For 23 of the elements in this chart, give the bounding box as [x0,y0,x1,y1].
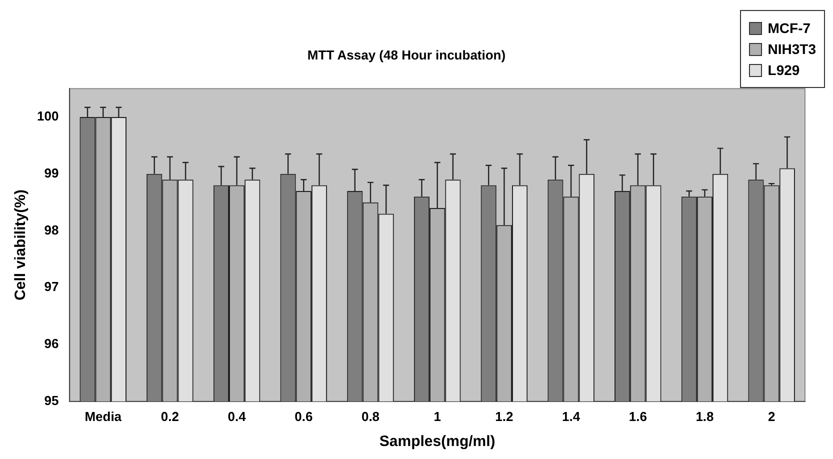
x-tick-label: 0.6 [294,408,313,424]
y-tick-label: 96 [44,336,59,352]
x-tick-label: 2 [768,408,776,424]
x-tick-label: 1.8 [696,408,714,424]
x-tick-label: 0.8 [361,408,380,424]
y-axis-title: Cell viability(%) [12,190,30,300]
x-tick-label: 0.2 [160,408,179,424]
legend-label: NIH3T3 [768,41,816,57]
y-tick-label: 97 [44,279,59,294]
y-tick-label: 100 [36,108,59,124]
legend-label: L929 [768,62,800,78]
y-tick-label: 95 [44,392,59,408]
x-tick-label: 1.2 [495,408,514,424]
x-tick-label: 0.4 [228,408,247,424]
chart-title: MTT Assay (48 Hour incubation) [307,47,506,62]
x-tick-label: 1.6 [628,408,647,424]
x-tick-label: Media [84,408,122,424]
x-tick-label: 1 [434,408,441,424]
y-tick-label: 98 [44,222,59,238]
y-tick-label: 99 [44,165,59,180]
x-axis-title: Samples(mg/ml) [379,433,496,450]
legend-label: MCF-7 [768,20,811,36]
x-tick-label: 1.4 [562,408,581,424]
